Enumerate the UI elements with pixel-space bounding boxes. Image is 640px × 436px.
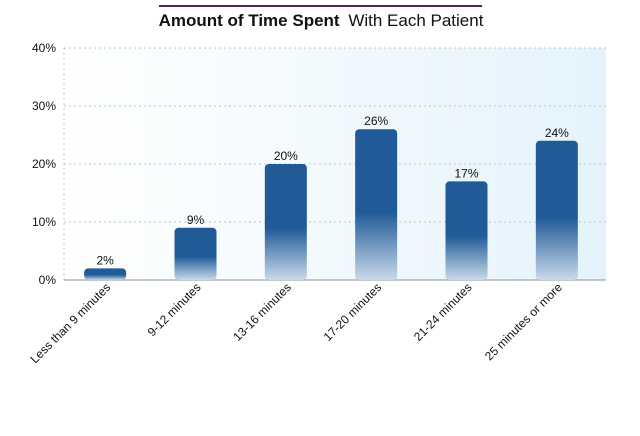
x-tick-label: 17-20 minutes — [321, 280, 385, 344]
bars — [84, 129, 578, 280]
x-tick-label: 13-16 minutes — [230, 280, 294, 344]
chart-title: Amount of Time Spent With Each Patient — [159, 11, 484, 30]
bar — [264, 164, 307, 280]
chart-title-rest: With Each Patient — [348, 11, 483, 30]
bar — [535, 140, 578, 280]
bar — [445, 181, 488, 280]
y-tick-label: 30% — [32, 99, 56, 113]
x-tick-label: 21-24 minutes — [411, 280, 475, 344]
data-label: 9% — [187, 213, 205, 227]
x-axis-ticks: Less than 9 minutes 9-12 minutes 13-16 min… — [27, 280, 565, 366]
data-label: 24% — [545, 126, 569, 140]
data-label: 17% — [454, 166, 478, 180]
data-label: 20% — [274, 149, 298, 163]
chart-title-bold: Amount of Time Spent — [159, 11, 340, 30]
data-label: 26% — [364, 114, 388, 128]
y-tick-label: 10% — [32, 215, 56, 229]
y-tick-label: 40% — [32, 41, 56, 55]
bar — [174, 227, 217, 280]
bar — [355, 129, 398, 280]
y-tick-label: 20% — [32, 157, 56, 171]
data-labels: 2% 9% 20% 26% 17% 24% — [96, 114, 569, 267]
bar — [84, 268, 127, 280]
gridlines — [63, 47, 606, 281]
x-tick-label: 9-12 minutes — [145, 280, 204, 339]
x-tick-label: 25 minutes or more — [482, 280, 565, 363]
x-tick-label: Less than 9 minutes — [27, 280, 113, 366]
y-axis-ticks: 0% 10% 20% 30% 40% — [32, 41, 56, 287]
y-tick-label: 0% — [39, 273, 57, 287]
data-label: 2% — [96, 253, 114, 267]
